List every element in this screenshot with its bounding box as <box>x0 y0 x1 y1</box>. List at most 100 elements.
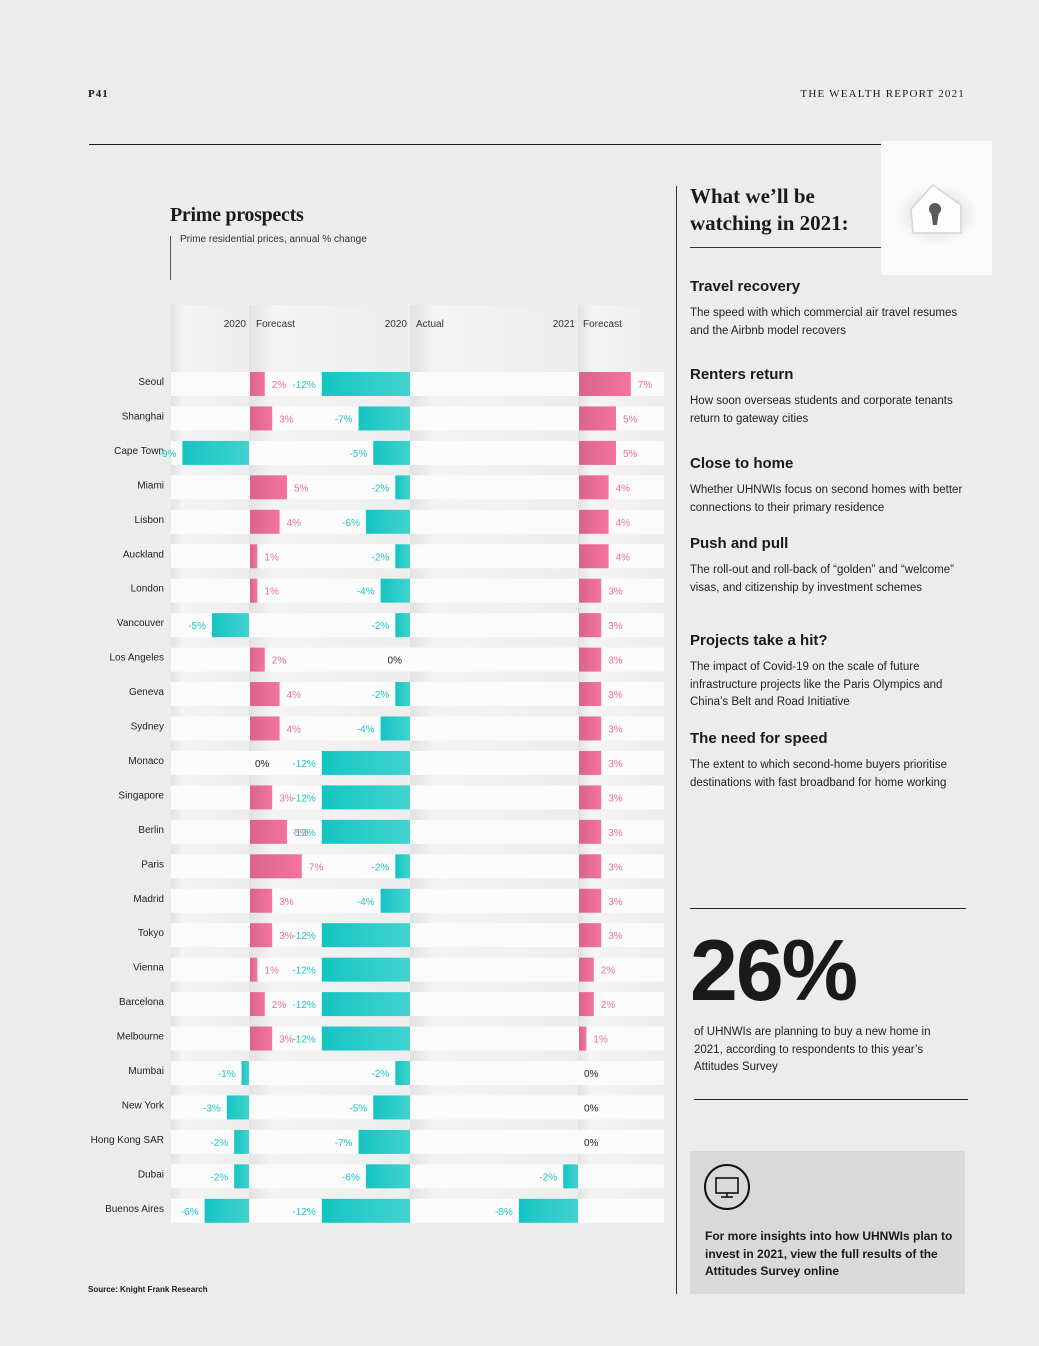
city-label: Vancouver <box>117 618 165 629</box>
city-label: Geneva <box>129 687 164 698</box>
positive-bar <box>579 1026 587 1051</box>
table-row: Miami 5% -2% 4% <box>137 475 630 500</box>
city-label: Miami <box>137 480 164 491</box>
city-label: Buenos Aires <box>105 1204 164 1215</box>
survey-cta-text[interactable]: For more insights into how UHNWIs plan t… <box>705 1229 953 1278</box>
table-row: Mumbai -1% -2% 0% <box>128 1061 599 1085</box>
positive-bar <box>250 992 265 1017</box>
positive-bar <box>250 406 273 431</box>
negative-bar <box>365 1164 410 1189</box>
value-label: 3% <box>608 828 623 839</box>
value-label: 3% <box>608 725 623 736</box>
negative-bar <box>380 578 410 603</box>
positive-bar <box>579 854 602 879</box>
positive-bar <box>579 475 609 500</box>
positive-bar <box>579 957 594 982</box>
negative-bar <box>395 682 410 707</box>
negative-bar <box>321 785 410 810</box>
table-row: Monaco 0% -12% 3% <box>128 750 623 775</box>
positive-bar <box>250 819 287 844</box>
positive-bar <box>250 854 302 879</box>
value-label: 2% <box>272 1000 287 1011</box>
table-row: Buenos Aires -6% -12% -8% <box>105 1198 578 1223</box>
report-title: THE WEALTH REPORT 2021 <box>800 88 965 100</box>
table-row: Paris 7% -2% 3% <box>141 854 623 879</box>
value-label: 4% <box>287 690 302 701</box>
chart-row-strip <box>171 1095 664 1120</box>
source-note: Source: Knight Frank Research <box>88 1285 208 1294</box>
column-year-label: 2021 <box>553 319 576 330</box>
monitor-icon <box>704 1164 750 1210</box>
value-label: 3% <box>279 1035 294 1046</box>
chart-row-strip <box>171 1164 664 1189</box>
value-label: -12% <box>292 380 315 391</box>
positive-bar <box>250 578 258 603</box>
value-label: -2% <box>372 552 390 563</box>
table-row: Vienna 1% -12% 2% <box>133 957 616 982</box>
positive-bar <box>579 647 602 672</box>
watch-item-heading: The need for speed <box>690 730 828 747</box>
positive-bar <box>250 923 273 948</box>
value-label: -2% <box>372 621 390 632</box>
negative-bar <box>204 1198 249 1223</box>
positive-bar <box>250 544 258 569</box>
positive-bar <box>250 888 273 913</box>
positive-bar <box>579 578 602 603</box>
value-label: 3% <box>608 621 623 632</box>
city-label: Melbourne <box>117 1032 165 1043</box>
positive-bar <box>579 509 609 534</box>
table-row: Berlin 5%-12% 3% <box>138 819 623 844</box>
value-label: -2% <box>210 1138 228 1149</box>
value-label: 1% <box>593 1035 608 1046</box>
negative-bar <box>380 716 410 741</box>
watch-item-text: The impact of Covid-19 on the scale of f… <box>690 661 943 708</box>
value-label: -12% <box>292 931 315 942</box>
column-year-label: 2020 <box>224 319 247 330</box>
negative-bar <box>234 1129 249 1154</box>
value-label: -2% <box>372 1069 390 1080</box>
positive-bar <box>579 992 594 1017</box>
value-label: -3% <box>203 1103 221 1114</box>
value-label: 0% <box>584 1069 599 1080</box>
value-label: -1% <box>218 1069 236 1080</box>
value-label: 0% <box>388 656 403 667</box>
page-number: P41 <box>88 88 109 100</box>
top-divider <box>89 144 966 145</box>
watch-item-text: The speed with which commercial air trav… <box>690 307 958 337</box>
city-label: Barcelona <box>119 997 164 1008</box>
value-label: -2% <box>539 1172 557 1183</box>
value-label: 3% <box>279 897 294 908</box>
value-label: 3% <box>279 793 294 804</box>
watch-title-line2: watching in 2021: <box>690 211 849 235</box>
chart-row-strip <box>171 1198 664 1223</box>
negative-bar <box>321 819 410 844</box>
value-label: 5% <box>294 828 309 839</box>
chart-row-strip <box>171 1026 664 1051</box>
negative-bar <box>518 1198 578 1223</box>
value-label: 0% <box>584 1138 599 1149</box>
positive-bar <box>250 475 287 500</box>
positive-bar <box>579 440 616 465</box>
value-label: -4% <box>357 897 375 908</box>
value-label: 2% <box>601 966 616 977</box>
value-label: 3% <box>608 759 623 770</box>
prime-prospects-chart: 2020 Forecast 2020 Actual 2021 Forecast Seoul… <box>91 305 664 1223</box>
value-label: 3% <box>279 414 294 425</box>
negative-bar <box>321 1198 410 1223</box>
negative-bar <box>395 613 410 638</box>
chart-row-strip <box>171 1129 664 1154</box>
city-label: Vienna <box>133 963 164 974</box>
value-label: -2% <box>210 1172 228 1183</box>
value-label: 1% <box>264 587 279 598</box>
city-label: Cape Town <box>114 446 164 457</box>
negative-bar <box>226 1095 249 1120</box>
table-row: Melbourne 3%-12% 1% <box>117 1026 608 1051</box>
watch-title-rule <box>690 247 882 248</box>
value-label: 3% <box>608 897 623 908</box>
value-label: 1% <box>264 966 279 977</box>
city-label: Seoul <box>138 377 164 388</box>
table-row: Lisbon 4% -6% 4% <box>135 509 630 534</box>
value-label: 4% <box>287 518 302 529</box>
positive-bar <box>579 613 602 638</box>
value-label: -4% <box>357 725 375 736</box>
